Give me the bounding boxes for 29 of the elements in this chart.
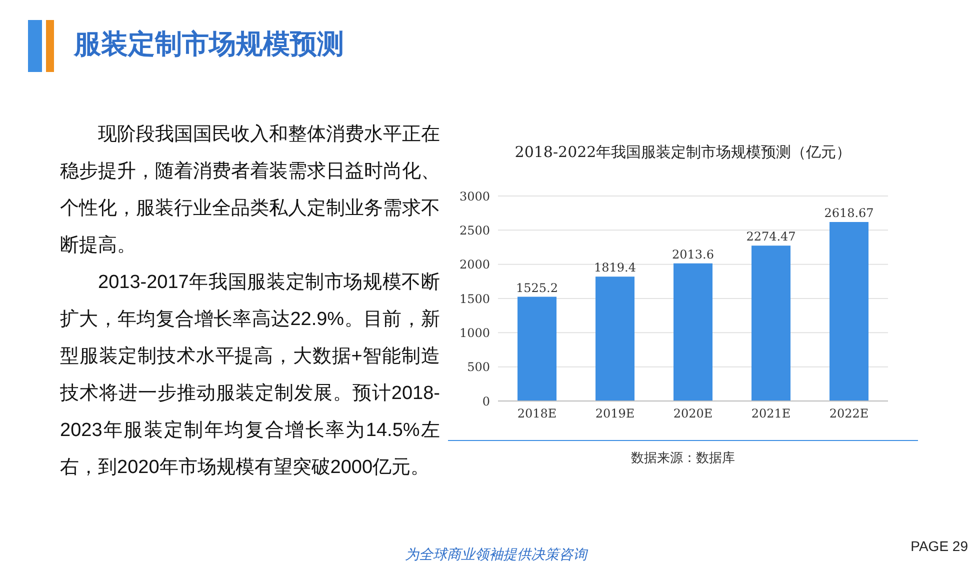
data-label: 1525.2: [516, 280, 558, 295]
y-tick-label: 2000: [459, 258, 490, 272]
y-tick-label: 2500: [459, 223, 490, 238]
data-label: 1819.4: [594, 260, 636, 275]
y-tick-label: 1000: [459, 326, 490, 340]
x-tick-label: 2020E: [673, 406, 713, 421]
y-tick-label: 1500: [459, 292, 490, 306]
bar: [596, 276, 634, 401]
y-tick-label: 3000: [459, 189, 490, 204]
data-label: 2618.67: [824, 206, 874, 220]
bar: [674, 263, 712, 401]
x-tick-label: 2019E: [595, 406, 635, 421]
text: 为全球商业领袖提供决策咨询: [405, 547, 587, 563]
text: 现阶段我国国民收入和整体消费水平正在稳步提升，随着消费者着装需求日益时尚化、个性化，服装行业全品类私人定制业务需求不断提高。: [60, 123, 440, 258]
x-tick-label: 2021E: [751, 406, 791, 421]
bar: [752, 246, 790, 401]
text: PAGE 29: [910, 538, 968, 554]
data-label: 2013.6: [672, 247, 714, 262]
text: 服装定制市场规模预测: [74, 28, 344, 61]
bar: [830, 222, 868, 401]
data-label: 2274.47: [746, 230, 796, 244]
x-tick-label: 2018E: [517, 406, 557, 421]
text: 2013-2017年我国服装定制市场规模不断扩大，年均复合增长率高达22.9%。目前，新型服装定制技术水平提高，大数据+智能制造技术将进一步推动服装定制发展。预计2018-2023年服装定制年均复合增长率为14.5%左右，到2020年市场规模有望突破2000亿元。: [60, 271, 440, 480]
chart-subtitle: 2018-2022年我国服装定制市场规模预测（亿元）: [514, 143, 852, 162]
bar: [518, 296, 556, 401]
y-tick-label: 500: [467, 360, 490, 374]
y-tick-label: 0: [482, 394, 490, 408]
x-tick-label: 2022E: [829, 406, 869, 421]
source-note: 数据来源：数据库: [448, 440, 918, 467]
